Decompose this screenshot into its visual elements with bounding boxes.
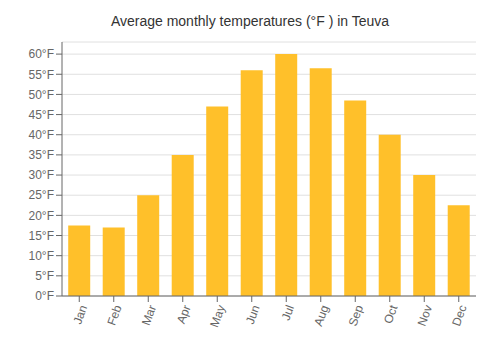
svg-text:Feb: Feb [104, 303, 124, 328]
svg-text:Sep: Sep [346, 303, 367, 328]
svg-text:55°F: 55°F [29, 68, 54, 82]
svg-text:5°F: 5°F [35, 269, 54, 283]
svg-text:25°F: 25°F [29, 188, 54, 202]
svg-text:35°F: 35°F [29, 148, 54, 162]
svg-text:Apr: Apr [174, 303, 194, 325]
svg-text:Aug: Aug [311, 303, 331, 328]
svg-text:40°F: 40°F [29, 128, 54, 142]
svg-text:45°F: 45°F [29, 108, 54, 122]
svg-text:Jan: Jan [70, 303, 90, 326]
svg-text:Dec: Dec [449, 303, 469, 328]
html-text:Average monthly temperatures (: Average monthly temperatures (°F ) in Te… [110, 13, 390, 29]
svg-text:Nov: Nov [415, 303, 435, 328]
svg-text:50°F: 50°F [29, 88, 54, 102]
svg-text:Mar: Mar [139, 303, 159, 327]
svg-text:Jun: Jun [243, 303, 263, 326]
svg-text:0°F: 0°F [35, 289, 54, 303]
svg-text:10°F: 10°F [29, 249, 54, 263]
svg-text:20°F: 20°F [29, 209, 54, 223]
svg-text:15°F: 15°F [29, 229, 54, 243]
svg-text:30°F: 30°F [29, 168, 54, 182]
svg-text:Oct: Oct [381, 303, 401, 326]
svg-text:60°F: 60°F [29, 47, 54, 61]
svg-text:Jul: Jul [279, 303, 297, 322]
svg-text:May: May [207, 303, 228, 329]
